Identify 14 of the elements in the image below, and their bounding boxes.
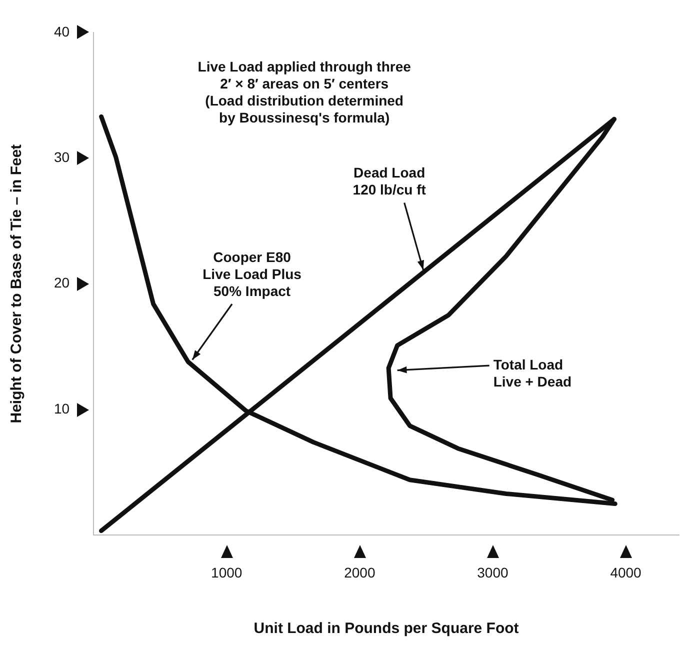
- x-tick-label: 1000: [211, 564, 242, 580]
- annotation: Live Load applied through three 2′ × 8′ areas on 5′ centers (Load distribution determined by Boussinesq's formula): [198, 58, 412, 126]
- y-tick-label: 20: [54, 274, 70, 291]
- x-axis-title: Unit Load in Pounds per Square Foot: [254, 620, 519, 638]
- annotation: Total Load Live + Dead: [493, 356, 572, 390]
- y-axis-title: Height of Cover to Base of Tie – in Feet: [8, 144, 26, 424]
- annotation: Cooper E80 Live Load Plus 50% Impact: [202, 248, 302, 299]
- x-tick-label: 4000: [610, 564, 642, 580]
- y-tick-label: 40: [54, 23, 70, 40]
- x-tick-label: 3000: [477, 564, 509, 580]
- y-tick-label: 10: [54, 400, 70, 416]
- x-tick-label: 2000: [344, 564, 376, 580]
- annotation: Dead Load 120 lb/cu ft: [352, 164, 426, 198]
- y-tick-label: 30: [54, 148, 70, 165]
